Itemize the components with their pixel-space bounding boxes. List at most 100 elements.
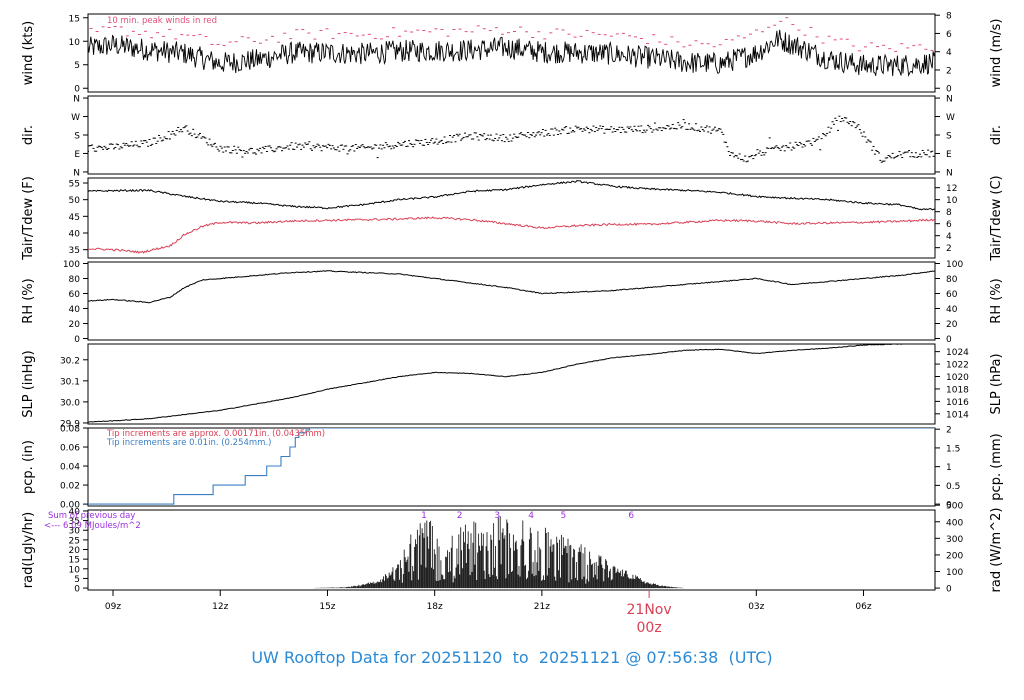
left-tick-label: 5 bbox=[74, 575, 80, 585]
left-tick-label: 5 bbox=[74, 61, 80, 71]
left-tick-label: S bbox=[74, 132, 80, 142]
panel-plot-area bbox=[88, 180, 935, 254]
radiation-peak-label: 1 bbox=[421, 511, 427, 521]
left-tick-label: 10 bbox=[69, 38, 81, 48]
right-tick-label: 2 bbox=[946, 426, 952, 436]
peak-wind-note: 10 min. peak winds in red bbox=[107, 16, 217, 26]
left-tick-label: 40 bbox=[69, 230, 81, 240]
pressure-line bbox=[88, 344, 925, 423]
panel-pressure: 29.9 30.0 30.1 30.2 1014 1016 1018 1020 1022 1024… bbox=[21, 343, 1004, 429]
y-axis-label-left: Tair/Tdew (F) bbox=[21, 176, 36, 261]
panel-humidity: 0 20 40 60 80 100 0 20 40 60 80 100 RH (%) RH (%) bbox=[21, 260, 1004, 345]
right-tick-label: 8 bbox=[946, 208, 952, 218]
tip-increment-note-metric: Tip increments are 0.01in. (0.254mm.) bbox=[106, 438, 271, 448]
left-tick-label: 45 bbox=[69, 213, 80, 223]
panel-plot-area bbox=[88, 344, 925, 423]
left-tick-label: 0.08 bbox=[60, 425, 80, 435]
panel-plot-area bbox=[88, 17, 935, 77]
right-tick-label: 40 bbox=[946, 305, 958, 315]
right-tick-label: 500 bbox=[946, 502, 963, 512]
left-tick-label: 10 bbox=[69, 565, 81, 575]
left-tick-label: N bbox=[73, 95, 80, 105]
right-tick-label: E bbox=[946, 150, 952, 160]
left-tick-label: 35 bbox=[69, 246, 80, 256]
left-tick-label: 30 bbox=[69, 527, 81, 537]
radiation-peak-label: 6 bbox=[628, 511, 634, 521]
y-axis-label-right: pcp. (mm) bbox=[989, 433, 1004, 500]
x-tick-label: 06z bbox=[855, 602, 871, 612]
left-tick-label: 80 bbox=[69, 275, 81, 285]
x-tick-label: 12z bbox=[212, 602, 228, 612]
right-tick-label: 400 bbox=[946, 518, 963, 528]
y-axis-label-right: RH (%) bbox=[989, 278, 1004, 323]
left-tick-label: 40 bbox=[69, 507, 81, 517]
left-tick-label: 0.04 bbox=[60, 463, 80, 473]
right-tick-label: 60 bbox=[946, 290, 958, 300]
right-tick-label: 2 bbox=[946, 66, 952, 76]
y-axis-label-left: dir. bbox=[21, 125, 36, 145]
right-tick-label: 0 bbox=[946, 335, 952, 345]
panel-frame bbox=[87, 177, 936, 259]
right-tick-label: 1020 bbox=[946, 373, 969, 383]
y-axis-label-left: RH (%) bbox=[21, 278, 36, 323]
right-tick-label: 0.5 bbox=[946, 482, 960, 492]
right-tick-label: 1.5 bbox=[946, 444, 960, 454]
radiation-peak-label: 5 bbox=[560, 511, 566, 521]
right-tick-label: 6 bbox=[946, 220, 952, 230]
left-tick-label: 30.1 bbox=[60, 377, 80, 387]
panel-frame bbox=[87, 95, 936, 175]
right-tick-label: 1022 bbox=[946, 361, 969, 371]
humidity-line bbox=[88, 270, 935, 304]
panel-frame bbox=[87, 261, 936, 341]
panel-wind: 0 5 10 15 0 2 4 6 8 wind (kts) wind (m/s) 10 min. p… bbox=[21, 12, 1004, 95]
y-axis-label-left: SLP (inHg) bbox=[21, 350, 36, 418]
panel-plot-area bbox=[88, 115, 935, 163]
radiation-sum-note: Sum of previous day bbox=[48, 511, 135, 521]
left-tick-label: 15 bbox=[69, 14, 80, 24]
left-tick-label: 0.00 bbox=[60, 501, 80, 511]
left-tick-label: 20 bbox=[69, 546, 81, 556]
y-axis-label-right: rad (W/m^2) bbox=[989, 508, 1004, 593]
right-tick-label: 4 bbox=[946, 232, 952, 242]
date-label-time: 00z bbox=[637, 620, 662, 636]
wind-speed-line bbox=[88, 29, 935, 77]
right-tick-label: N bbox=[946, 168, 953, 178]
x-tick-label: 18z bbox=[427, 602, 443, 612]
right-tick-label: 1 bbox=[946, 463, 952, 473]
radiation-peak-label: 4 bbox=[528, 511, 534, 521]
right-tick-label: W bbox=[946, 113, 955, 123]
left-tick-label: 55 bbox=[69, 180, 80, 190]
right-tick-label: 300 bbox=[946, 535, 963, 545]
left-tick-label: E bbox=[74, 150, 80, 160]
right-tick-label: 4 bbox=[946, 48, 952, 58]
radiation-peak-label: 3 bbox=[494, 511, 500, 521]
right-tick-label: 200 bbox=[946, 551, 963, 561]
tip-increment-note-english: Tip increments are approx. 0.00171in. (0… bbox=[106, 429, 325, 439]
right-tick-label: 100 bbox=[946, 260, 963, 270]
air-temperature-line bbox=[88, 180, 935, 211]
right-tick-label: 1018 bbox=[946, 385, 969, 395]
radiation-sum-value: <--- 6.09 MJoules/m^2 bbox=[44, 521, 141, 531]
x-axis: 09z 12z 15z 18z 21z 03z 06z 21Nov 00z bbox=[105, 590, 872, 636]
dewpoint-line bbox=[88, 216, 935, 254]
left-tick-label: 50 bbox=[69, 196, 81, 206]
panel-plot-area bbox=[313, 516, 685, 589]
right-tick-label: 10 bbox=[946, 196, 958, 206]
left-tick-label: 30.0 bbox=[60, 398, 80, 408]
panel-temperature: 35 40 45 50 55 2 4 6 8 10 12 Tair/Tdew (F) Tair/Tdew… bbox=[21, 175, 1004, 261]
left-tick-label: 20 bbox=[69, 320, 81, 330]
x-tick-label: 09z bbox=[105, 602, 121, 612]
right-tick-label: 2 bbox=[946, 244, 952, 254]
x-tick-label: 21z bbox=[534, 602, 550, 612]
left-tick-label: 0.06 bbox=[60, 444, 80, 454]
panel-frame bbox=[87, 343, 936, 425]
left-tick-label: 40 bbox=[69, 305, 81, 315]
y-axis-label-left: rad(Lgly/hr) bbox=[21, 512, 36, 588]
right-tick-label: 1016 bbox=[946, 398, 969, 408]
panel-plot-area bbox=[88, 270, 935, 304]
left-tick-label: 0 bbox=[74, 335, 80, 345]
left-tick-label: 15 bbox=[69, 556, 80, 566]
date-label-day: 21Nov bbox=[627, 602, 672, 618]
